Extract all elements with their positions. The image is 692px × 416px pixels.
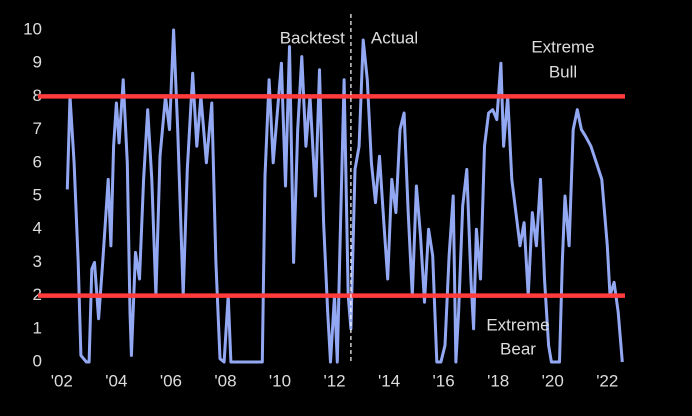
annotation: Bear [500, 339, 536, 358]
x-tick-label: '06 [160, 371, 182, 390]
y-tick-label: 10 [23, 19, 42, 38]
x-tick-label: '22 [596, 371, 618, 390]
y-tick-label: 1 [33, 318, 42, 337]
y-tick-label: 5 [33, 185, 42, 204]
y-tick-label: 6 [33, 152, 42, 171]
annotation: Backtest [280, 28, 345, 47]
x-tick-label: '02 [51, 371, 73, 390]
x-tick-label: '10 [269, 371, 291, 390]
x-tick-label: '18 [487, 371, 509, 390]
x-tick-label: '04 [105, 371, 127, 390]
annotation: Extreme [486, 315, 549, 334]
data-line [65, 28, 624, 364]
y-tick-label: 0 [33, 351, 42, 370]
annotation: Actual [371, 28, 418, 47]
x-tick-label: '16 [433, 371, 455, 390]
y-tick-label: 3 [33, 252, 42, 271]
y-tick-label: 7 [33, 119, 42, 138]
x-tick-label: '08 [214, 371, 236, 390]
x-tick-label: '20 [542, 371, 564, 390]
annotation: Bull [549, 62, 577, 81]
x-tick-label: '14 [378, 371, 400, 390]
y-tick-label: 2 [33, 285, 42, 304]
annotation: Extreme [531, 37, 594, 56]
y-tick-label: 9 [33, 53, 42, 72]
y-tick-label: 8 [33, 86, 42, 105]
y-tick-label: 4 [33, 219, 42, 238]
x-tick-label: '12 [323, 371, 345, 390]
